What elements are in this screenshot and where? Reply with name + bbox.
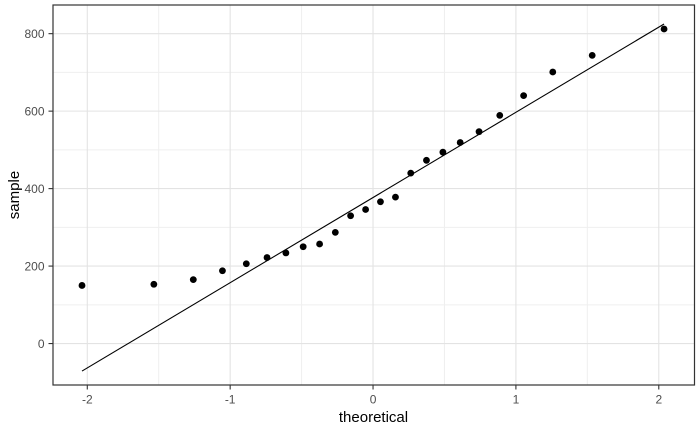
y-axis-title: sample <box>6 170 23 220</box>
y-tick-label: 400 <box>24 182 44 196</box>
data-point <box>475 128 483 136</box>
x-tick-label: 2 <box>655 393 662 407</box>
data-point <box>520 92 528 100</box>
panel-border <box>52 4 696 386</box>
x-tick-label: -1 <box>225 393 236 407</box>
data-point <box>150 280 158 288</box>
data-point <box>347 212 355 220</box>
data-point <box>377 198 384 206</box>
data-point <box>660 25 668 33</box>
y-tick-label: 800 <box>24 27 44 41</box>
data-point <box>549 68 557 76</box>
x-tick-label: -2 <box>82 393 93 407</box>
data-point <box>282 249 290 257</box>
data-point <box>219 267 226 275</box>
data-point <box>407 169 415 177</box>
y-tick-label: 600 <box>24 104 44 118</box>
data-point <box>263 254 271 261</box>
y-tick-label: 0 <box>38 337 45 351</box>
data-point <box>588 51 596 59</box>
data-point <box>189 276 197 284</box>
data-point <box>392 193 399 201</box>
data-point <box>331 228 339 236</box>
data-point <box>242 260 250 268</box>
panel-background <box>53 5 695 385</box>
data-point <box>299 243 307 251</box>
data-point <box>439 148 447 156</box>
x-tick-label: 0 <box>370 393 377 407</box>
qq-reference-line <box>81 23 665 372</box>
y-tick-label: 200 <box>24 259 44 273</box>
x-tick-label: 1 <box>513 393 520 407</box>
data-point <box>316 240 324 248</box>
data-point <box>362 206 370 213</box>
data-point <box>456 139 464 146</box>
data-point <box>496 111 504 119</box>
x-axis-title: theoretical <box>338 409 409 426</box>
data-point <box>78 282 86 289</box>
data-point <box>423 156 430 164</box>
